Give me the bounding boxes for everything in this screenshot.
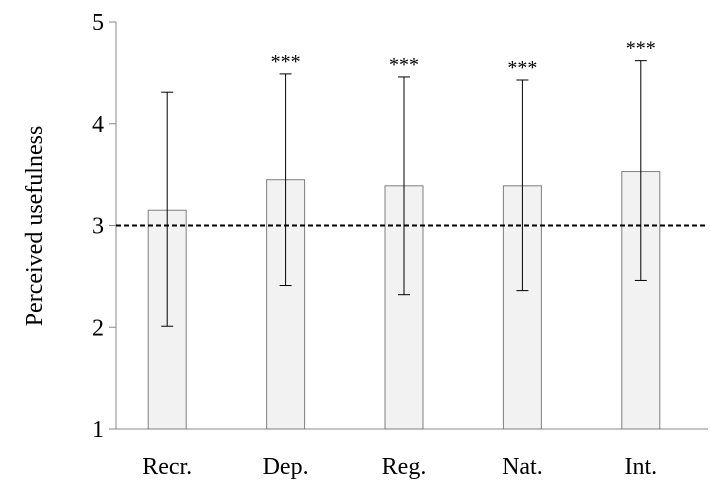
error-bars [161,60,647,327]
significance-label: *** [389,54,419,76]
x-category-label: Dep. [263,454,309,480]
significance-label: *** [626,38,656,60]
y-tick-label: 2 [92,315,104,341]
y-axis-title: Perceived usefulness [22,126,48,327]
y-tick-label: 5 [92,10,104,36]
significance-label: *** [271,51,301,73]
x-category-label: Recr. [142,454,192,480]
y-tick-label: 4 [92,112,104,138]
significance-label: *** [507,57,537,79]
y-tick-label: 3 [92,214,104,240]
x-category-label: Nat. [502,454,543,480]
labels: 1 2 3 4 5 *** *** *** *** Recr. Dep. Reg. Nat. Int. [92,10,657,480]
x-category-label: Reg. [382,454,427,480]
y-tick-label: 1 [92,417,104,443]
x-category-label: Int. [624,454,657,480]
